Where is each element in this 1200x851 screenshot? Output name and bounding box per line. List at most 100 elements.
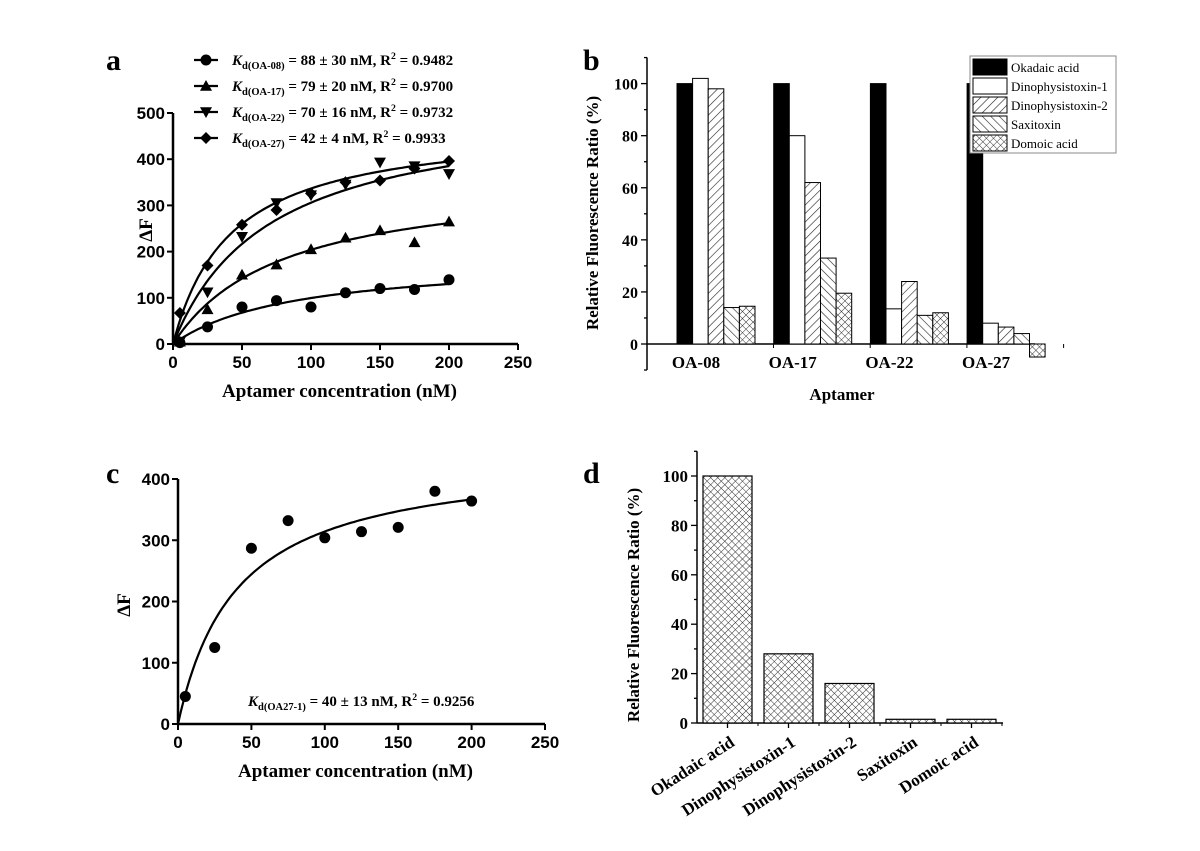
legend: Okadaic acid Dinophysistoxin-1 Dinophysist… — [969, 55, 1117, 154]
data-point — [202, 321, 213, 333]
bar-dinophysistoxin-1 — [885, 308, 903, 345]
data-point — [340, 287, 351, 299]
legend-entry: Kd(OA-17) = 79 ± 20 nM, R2 = 0.9700 — [231, 77, 453, 98]
y-tick-label: 200 — [142, 593, 170, 612]
panel-label-d: d — [583, 457, 600, 490]
bar-dinophysistoxin-2 — [997, 326, 1015, 345]
data-point — [374, 283, 386, 295]
kd-text: = 42 ± 4 nM, R — [285, 131, 384, 147]
data-point — [245, 542, 257, 554]
bar-dinophysistoxin-2 — [804, 182, 822, 345]
bar-saxitoxin — [820, 257, 837, 345]
x-tick-label: OA-27 — [962, 353, 1011, 372]
kd-symbol: K — [231, 131, 243, 147]
bar-dinophysistoxin-1 — [788, 135, 806, 345]
bar — [763, 653, 814, 724]
bar — [824, 682, 875, 724]
y-tick-label: 0 — [156, 335, 165, 354]
x-tick-label: 200 — [457, 733, 485, 752]
data-point — [374, 174, 386, 187]
kd-text: = 88 ± 30 nM, R — [285, 53, 392, 69]
data-point — [374, 224, 386, 236]
kd-symbol: K — [231, 79, 243, 95]
r2-superscript: 2 — [391, 51, 396, 62]
x-tick-label: 250 — [504, 353, 532, 372]
x-tick-label: 50 — [242, 733, 261, 752]
data-point — [271, 295, 282, 307]
y-tick-label: 300 — [137, 196, 165, 215]
y-tick-label: 60 — [622, 181, 638, 198]
y-tick-label: 80 — [671, 516, 688, 535]
data-point — [408, 236, 421, 248]
data-point — [466, 495, 478, 507]
r2-superscript: 2 — [412, 692, 417, 703]
kd-subscript: d(OA-27) — [242, 139, 285, 150]
bar-saxitoxin — [916, 314, 934, 345]
legend-label: Okadaic acid — [1011, 60, 1080, 75]
bar-domoic-acid — [835, 292, 853, 345]
bar-saxitoxin — [723, 307, 740, 345]
panel-label-b: b — [583, 44, 600, 77]
data-point — [392, 521, 404, 533]
y-tick-label: 300 — [142, 531, 170, 550]
legend-swatch — [972, 115, 1008, 133]
legend-marker — [200, 80, 212, 91]
x-tick-label: 100 — [297, 353, 325, 372]
fit-curve — [172, 222, 450, 345]
data-point — [282, 515, 294, 527]
data-point — [201, 303, 214, 315]
data-point — [319, 532, 331, 544]
x-tick-label: OA-17 — [769, 353, 818, 372]
bar-okadaic-acid — [676, 83, 694, 345]
data-point — [173, 336, 186, 348]
kd-symbol: K — [231, 105, 243, 121]
x-tick-label: 0 — [173, 733, 182, 752]
bar-okadaic-acid — [773, 83, 790, 345]
legend-label: Dinophysistoxin-1 — [1011, 79, 1108, 94]
y-tick-label: 40 — [622, 233, 638, 250]
data-point — [236, 218, 248, 231]
y-tick-label: 80 — [622, 129, 638, 146]
panel-label-c: c — [106, 457, 119, 490]
y-axis-title: Relative Fluorescence Ratio (%) — [624, 488, 643, 722]
panel-c-chart: 0 50 100 150 200 250 0 100 200 300 400 Aptamer conc… — [114, 470, 559, 782]
x-tick-label: 50 — [233, 353, 252, 372]
kd-subscript: d(OA-22) — [242, 113, 285, 124]
data-point — [305, 243, 317, 255]
fit-curve — [172, 282, 450, 345]
bar — [702, 475, 753, 724]
legend-entry: Kd(OA-22) = 70 ± 16 nM, R2 = 0.9732 — [231, 103, 453, 124]
x-tick-label: 200 — [435, 353, 463, 372]
data-point — [270, 204, 283, 217]
r2-value: = 0.9732 — [396, 105, 453, 121]
y-tick-label: 0 — [161, 715, 170, 734]
data-point — [236, 232, 248, 243]
bar-dinophysistoxin-1 — [982, 322, 999, 345]
r2-value: = 0.9933 — [388, 131, 445, 147]
bar-domoic-acid — [738, 305, 756, 345]
data-point — [236, 301, 248, 313]
bar-okadaic-acid — [869, 83, 887, 345]
bar-saxitoxin — [1013, 333, 1031, 345]
y-axis-title: Relative Fluorescence Ratio (%) — [583, 96, 602, 330]
data-point — [374, 157, 386, 169]
y-tick-label: 400 — [142, 470, 170, 489]
x-tick-label: 150 — [366, 353, 394, 372]
bar-dinophysistoxin-1 — [692, 77, 709, 345]
y-axis-title: ΔF — [136, 218, 157, 242]
kd-subscript: d(OA-17) — [242, 87, 285, 98]
y-axis-title: ΔF — [114, 593, 135, 617]
bar — [946, 718, 997, 724]
x-axis-title: Aptamer concentration (nM) — [222, 381, 457, 402]
x-axis-title: Aptamer — [809, 385, 875, 404]
r2-superscript: 2 — [383, 129, 388, 140]
x-tick-label: OA-08 — [672, 353, 720, 372]
bar-domoic-acid — [932, 312, 949, 345]
r2-value: = 0.9256 — [417, 694, 475, 710]
data-point — [209, 641, 221, 653]
kd-symbol: K — [247, 694, 259, 710]
r2-value: = 0.9700 — [396, 79, 453, 95]
data-point — [305, 187, 317, 200]
